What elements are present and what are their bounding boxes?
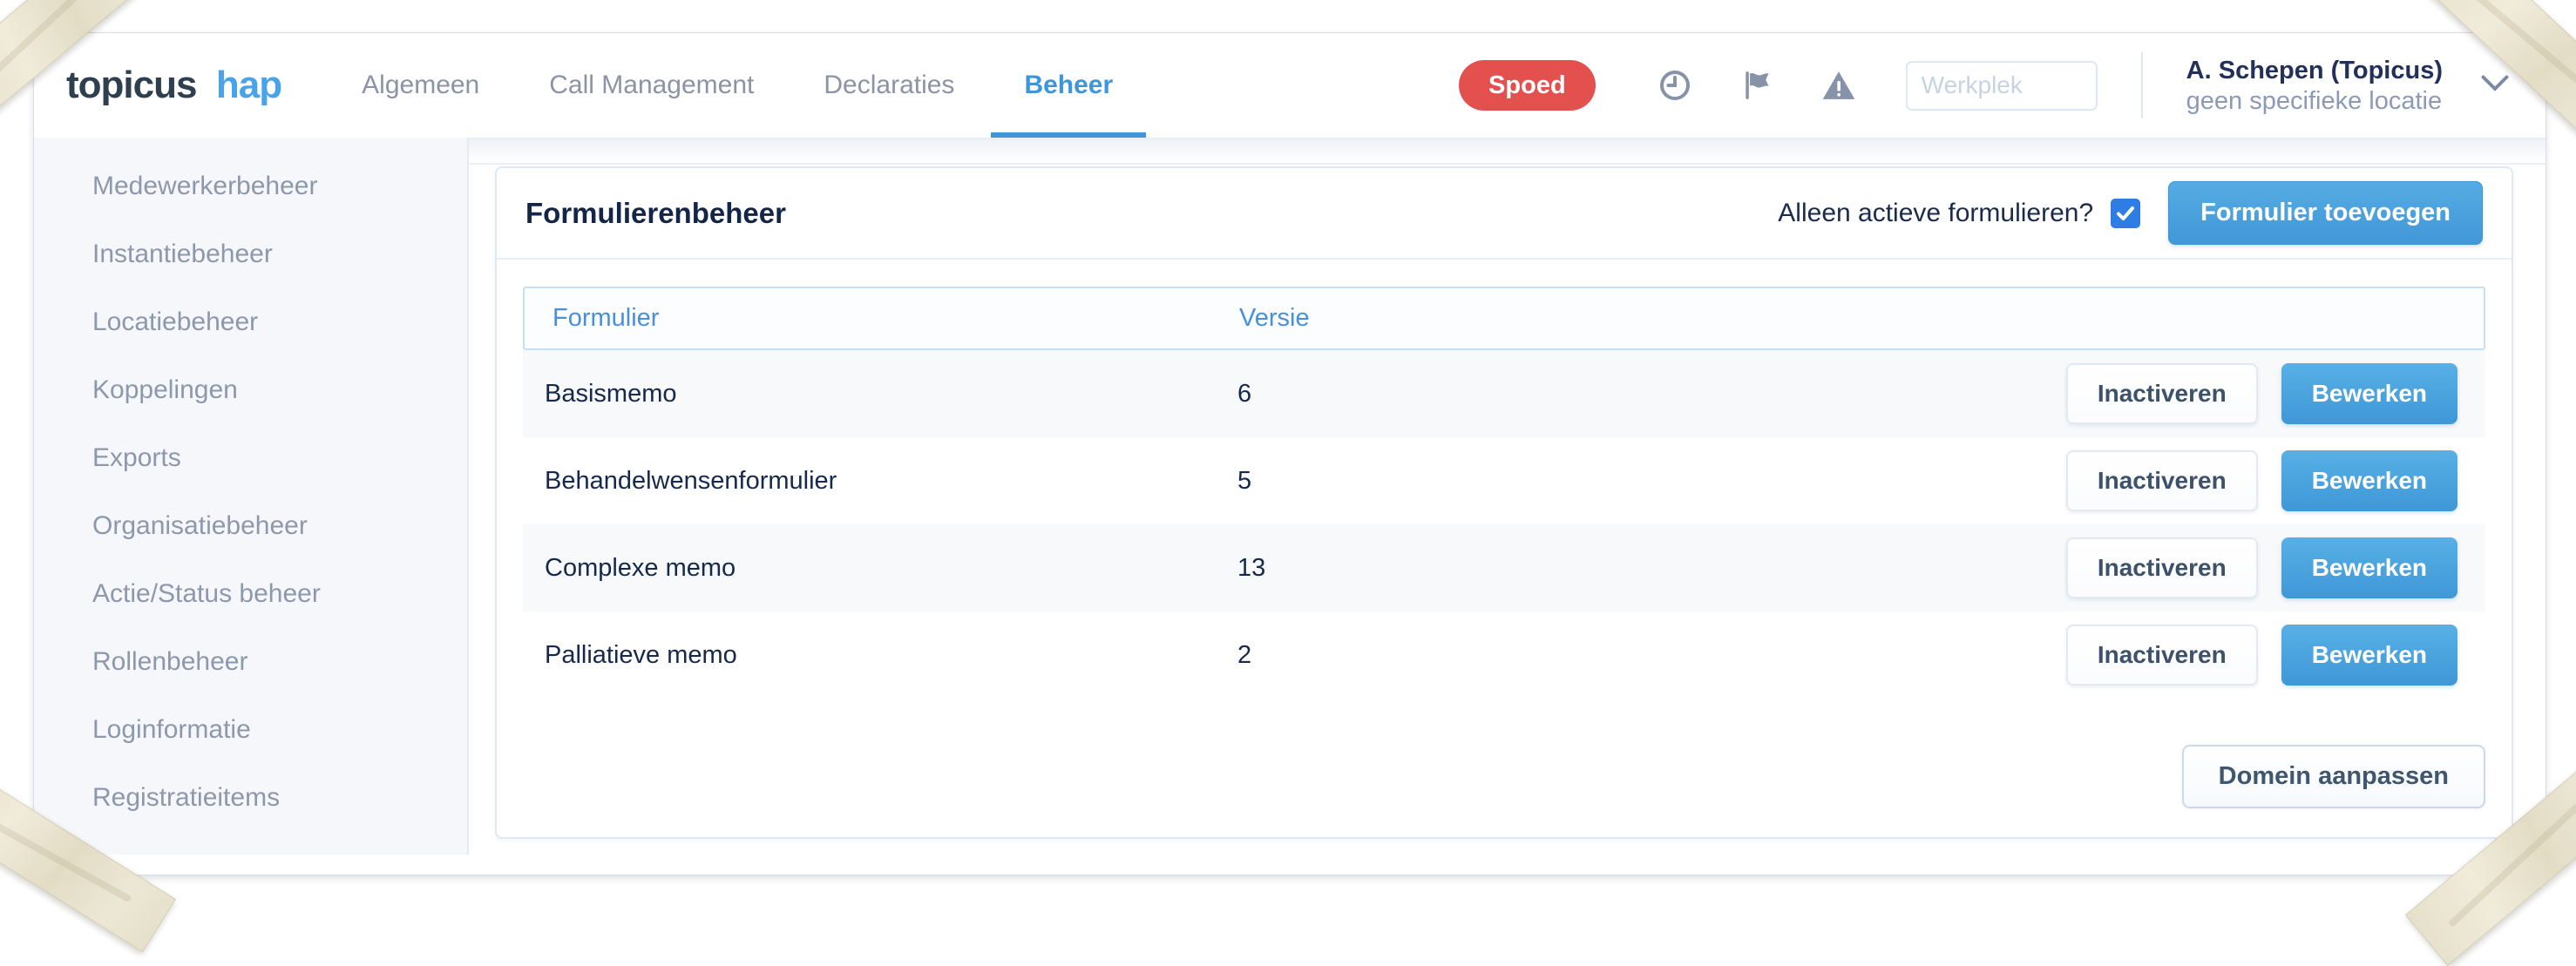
sidebar-item[interactable]: Registratieitems [92, 783, 281, 812]
table-header-row: Formulier Versie [523, 287, 2485, 350]
nav-tab-call-management[interactable]: Call Management [549, 71, 755, 99]
top-navbar: topicus hap Algemeen Call Management Dec… [34, 33, 2545, 138]
add-form-button[interactable]: Formulier toevoegen [2168, 181, 2483, 245]
form-version-cell: 2 [1237, 640, 1252, 669]
row-actions: Inactiveren Bewerken [2065, 625, 2457, 686]
forms-table: Formulier Versie Basismemo 6 Inactiveren… [523, 287, 2485, 699]
main-nav: Algemeen Call Management Declaraties Beh… [362, 33, 1146, 138]
user-texts: A. Schepen (Topicus) geen specifieke loc… [2186, 55, 2443, 116]
sidebar-item[interactable]: Organisatiebeheer [92, 511, 308, 540]
row-actions: Inactiveren Bewerken [2065, 450, 2457, 511]
form-name-cell: Complexe memo [545, 553, 736, 582]
form-version-cell: 13 [1237, 553, 1266, 582]
row-actions: Inactiveren Bewerken [2065, 537, 2457, 598]
sidebar-item[interactable]: Instantiebeheer [92, 240, 273, 268]
edit-button[interactable]: Bewerken [2281, 537, 2457, 598]
user-name: A. Schepen (Topicus) [2186, 57, 2443, 84]
table-row: Basismemo 6 Inactiveren Bewerken [523, 350, 2485, 437]
user-menu[interactable]: A. Schepen (Topicus) geen specifieke loc… [2186, 55, 2511, 116]
form-name-cell: Palliatieve memo [545, 640, 737, 669]
edit-button[interactable]: Bewerken [2281, 450, 2457, 511]
logo-word-accent [207, 64, 216, 106]
user-divider [2140, 52, 2143, 118]
user-location: geen specifieke locatie [2186, 87, 2443, 115]
edit-button[interactable]: Bewerken [2281, 625, 2457, 686]
active-filter-label: Alleen actieve formulieren? [1778, 198, 2094, 227]
inactivate-button[interactable]: Inactiveren [2065, 363, 2258, 424]
inactivate-button[interactable]: Inactiveren [2065, 537, 2258, 598]
active-filter-checkbox[interactable] [2111, 198, 2141, 228]
werkplek-input[interactable] [1905, 60, 2098, 111]
form-name-cell: Basismemo [545, 379, 677, 408]
nav-tab-declaraties[interactable]: Declaraties [824, 71, 955, 99]
content-area: Formulierenbeheer Alleen actieve formuli… [469, 138, 2545, 876]
page-title: Formulierenbeheer [525, 196, 786, 229]
logo-word-accent-text: hap [215, 64, 282, 106]
table-row: Palliatieve memo 2 Inactiveren Bewerken [523, 611, 2485, 699]
clock-icon[interactable] [1657, 67, 1693, 104]
inactivate-button[interactable]: Inactiveren [2065, 625, 2258, 686]
nav-tab-beheer[interactable]: Beheer [991, 33, 1146, 138]
flag-icon[interactable] [1739, 67, 1775, 104]
form-name-cell: Behandelwensenformulier [545, 466, 837, 495]
sidebar-item[interactable]: Medewerkerbeheer [92, 172, 318, 200]
nav-tab-algemeen[interactable]: Algemeen [362, 71, 480, 99]
form-version-cell: 6 [1237, 379, 1252, 408]
column-header-versie: Versie [1239, 304, 1310, 332]
sidebar-item[interactable]: Exports [92, 443, 181, 472]
table-row: Complexe memo 13 Inactiveren Bewerken [523, 524, 2485, 611]
checkmark-icon [2117, 206, 2135, 220]
table-row: Behandelwensenformulier 5 Inactiveren Be… [523, 437, 2485, 524]
form-version-cell: 5 [1237, 466, 1252, 495]
column-header-formulier: Formulier [552, 304, 660, 332]
table-body: Basismemo 6 Inactiveren Bewerken Behande… [523, 350, 2485, 699]
edit-button[interactable]: Bewerken [2281, 363, 2457, 424]
app-window: topicus hap Algemeen Call Management Dec… [33, 32, 2546, 875]
domain-adjust-button[interactable]: Domein aanpassen [2181, 745, 2485, 808]
warning-icon[interactable] [1820, 67, 1857, 104]
panel-header: Formulierenbeheer Alleen actieve formuli… [497, 168, 2512, 260]
beheer-sidebar: Medewerkerbeheer Instantiebeheer Locatie… [34, 138, 469, 855]
sidebar-item[interactable]: Rollenbeheer [92, 647, 248, 676]
sidebar-item[interactable]: Loginformatie [92, 715, 251, 744]
sidebar-item[interactable]: Agendabeheer [34, 832, 467, 855]
app-logo[interactable]: topicus hap [66, 64, 282, 107]
sidebar-item[interactable]: Koppelingen [92, 375, 238, 404]
chevron-down-icon [2479, 73, 2511, 98]
sidebar-item[interactable]: Actie/Status beheer [92, 579, 321, 608]
row-actions: Inactiveren Bewerken [2065, 363, 2457, 424]
navbar-shadow-band [469, 138, 2545, 165]
inactivate-button[interactable]: Inactiveren [2065, 450, 2258, 511]
sidebar-item[interactable]: Locatiebeheer [92, 307, 259, 336]
spoed-button[interactable]: Spoed [1459, 60, 1596, 111]
formulierenbeheer-panel: Formulierenbeheer Alleen actieve formuli… [495, 166, 2513, 839]
logo-word-dark: topicus [66, 64, 197, 106]
domain-row: Domein aanpassen [523, 745, 2485, 808]
